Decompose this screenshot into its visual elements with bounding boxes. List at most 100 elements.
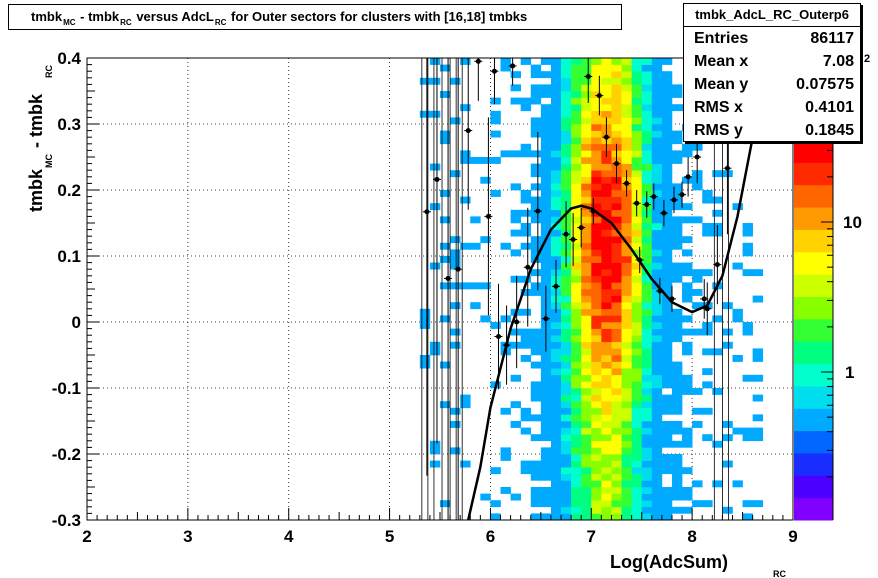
heatmap-cell <box>581 394 592 402</box>
heatmap-cell <box>530 348 542 356</box>
heatmap-cell <box>591 157 602 164</box>
heatmap-cell <box>561 64 572 72</box>
heatmap-cell <box>631 64 643 72</box>
heatmap-cell <box>651 421 663 428</box>
heatmap-cell <box>641 414 653 422</box>
profile-point <box>535 208 541 214</box>
heatmap-cell <box>550 242 562 250</box>
stats-row-rms-x: RMS x 0.4101 <box>684 96 860 119</box>
heatmap-cell <box>631 216 643 224</box>
heatmap-cell <box>661 275 673 283</box>
heatmap-cell <box>601 262 612 270</box>
heatmap-cell <box>631 506 643 514</box>
heatmap-cell <box>591 355 602 362</box>
heatmap-cell <box>621 480 632 488</box>
heatmap-cell <box>540 249 552 257</box>
heatmap-cell <box>561 414 572 422</box>
heatmap-cell <box>591 216 602 224</box>
heatmap-cell <box>631 374 643 382</box>
heatmap-cell <box>671 427 683 435</box>
heatmap-cell <box>591 361 602 369</box>
heatmap-cell <box>571 183 582 191</box>
heatmap-cell <box>581 242 592 250</box>
heatmap-cell <box>450 421 461 428</box>
title-sub: MC <box>63 18 76 27</box>
heatmap-cell <box>651 348 663 356</box>
heatmap-cell <box>591 328 602 336</box>
heatmap-cell <box>480 282 491 290</box>
heatmap-cell <box>601 348 612 356</box>
heatmap-cell <box>561 176 572 184</box>
heatmap-cell <box>682 315 693 323</box>
heatmap-cell <box>712 315 723 323</box>
heatmap-cell <box>621 394 632 402</box>
heatmap-cell <box>651 71 663 79</box>
heatmap-cell <box>631 315 643 323</box>
heatmap-cell <box>742 249 753 257</box>
heatmap-cell <box>591 454 602 461</box>
heatmap-cell <box>682 427 693 435</box>
heatmap-cell <box>601 335 612 343</box>
heatmap-cell <box>530 91 542 98</box>
heatmap-cell <box>621 275 632 283</box>
heatmap-cell <box>651 58 663 65</box>
heatmap-cell <box>419 315 431 323</box>
heatmap-cell <box>561 480 572 488</box>
colorbar-cell <box>794 184 833 208</box>
y-axis-label-sub1: MC <box>44 154 54 168</box>
heatmap-cell <box>540 91 552 98</box>
heatmap-cell <box>651 150 663 158</box>
colorbar-cell <box>794 251 833 275</box>
heatmap-cell <box>540 487 552 494</box>
heatmap-cell <box>591 262 602 270</box>
heatmap-cell <box>621 427 632 435</box>
heatmap-cell <box>571 355 582 362</box>
heatmap-cell <box>550 427 562 435</box>
heatmap-cell <box>561 460 572 468</box>
heatmap-cell <box>641 223 653 230</box>
heatmap-cell <box>571 414 582 422</box>
heatmap-cell <box>661 381 673 389</box>
heatmap-cell <box>611 190 622 197</box>
heatmap-cell <box>450 302 461 310</box>
heatmap-cell <box>571 137 582 145</box>
heatmap-cell <box>550 84 562 92</box>
heatmap-cell <box>641 183 653 191</box>
heatmap-cell <box>601 440 612 448</box>
heatmap-cell <box>641 295 653 303</box>
heatmap-cell <box>520 190 532 197</box>
heatmap-cell <box>571 249 582 257</box>
heatmap-cell <box>591 282 602 290</box>
heatmap-cell <box>591 196 602 204</box>
heatmap-cell <box>682 388 693 395</box>
profile-point <box>434 176 440 182</box>
heatmap-cell <box>550 341 562 349</box>
heatmap-cell <box>712 196 723 204</box>
heatmap-cell <box>571 104 582 112</box>
heatmap-cell <box>651 407 663 415</box>
heatmap-cell <box>682 328 693 336</box>
heatmap-cell <box>540 500 552 508</box>
x-tick-label: 3 <box>183 527 192 546</box>
heatmap-cell <box>561 71 572 79</box>
heatmap-cell <box>752 269 764 277</box>
heatmap-cell <box>661 77 673 85</box>
heatmap-cell <box>641 137 653 145</box>
heatmap-cell <box>661 434 673 442</box>
heatmap-cell <box>682 216 693 224</box>
heatmap-cell <box>702 229 713 237</box>
heatmap-cell <box>561 322 572 329</box>
heatmap-cell <box>561 295 572 303</box>
heatmap-cell <box>591 440 602 448</box>
heatmap-cell <box>581 209 592 217</box>
heatmap-cell <box>752 500 764 508</box>
heatmap-cell <box>611 473 622 481</box>
heatmap-cell <box>651 143 663 151</box>
y-axis-label-sub2: RC <box>44 65 54 78</box>
heatmap-cell <box>561 130 572 138</box>
heatmap-cell <box>530 513 542 521</box>
heatmap-cell <box>671 104 683 112</box>
heatmap-cell <box>651 427 663 435</box>
heatmap-cell <box>419 77 431 85</box>
heatmap-cell <box>671 157 683 164</box>
